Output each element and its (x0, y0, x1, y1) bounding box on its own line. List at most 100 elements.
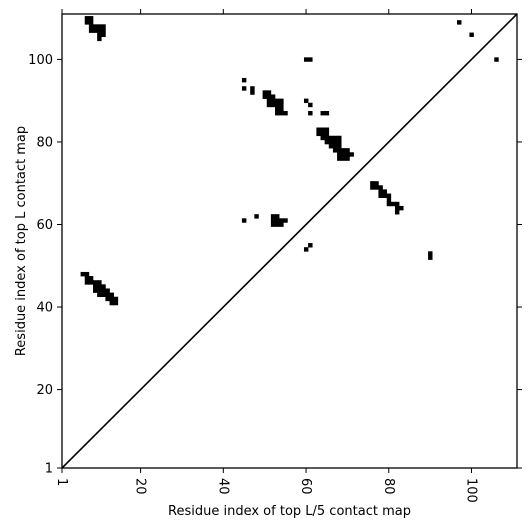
contact-cell (275, 102, 280, 108)
contact-cell (374, 181, 379, 186)
x-tick-label: 100 (464, 478, 479, 503)
contact-cell (394, 210, 400, 215)
contact-cell (345, 148, 350, 153)
contact-cell (386, 193, 392, 198)
contact-cell (386, 197, 392, 203)
contact-cell (370, 181, 375, 186)
contact-cell (316, 127, 321, 132)
contact-cell (428, 255, 433, 260)
contact-cell (275, 98, 280, 104)
contact-cell (84, 20, 90, 25)
contact-cell (109, 292, 115, 298)
contact-cell (303, 57, 309, 62)
contact-cell (279, 222, 284, 227)
contact-cell (97, 292, 102, 298)
contact-cell (275, 218, 280, 223)
contact-cell (337, 148, 342, 153)
contact-cell (394, 201, 400, 207)
contact-cell (84, 271, 90, 277)
contact-cell (93, 24, 98, 29)
x-tick-labels: 1 20 40 60 80 100 (54, 478, 479, 503)
contact-cell (101, 288, 106, 293)
contact-cell (316, 131, 321, 137)
contact-cell (382, 193, 388, 198)
contact-cell (266, 98, 272, 104)
y-tick-label: 80 (36, 135, 53, 150)
contact-cell (337, 144, 342, 149)
contact-cell (279, 102, 284, 108)
contact-cell (262, 90, 268, 95)
contact-cell (337, 152, 342, 157)
contact-cell (262, 94, 268, 99)
contact-cell (97, 24, 102, 29)
contact-cell (349, 152, 354, 157)
contact-cell (328, 135, 334, 141)
contact-cell (275, 222, 280, 227)
y-tick-label: 100 (28, 53, 53, 68)
contact-cell (241, 218, 247, 223)
contact-cell (332, 144, 338, 149)
contact-cell (84, 280, 90, 285)
contact-cell (324, 139, 330, 145)
contact-cell (105, 288, 110, 293)
contact-cell (113, 300, 119, 306)
contact-cell (332, 148, 338, 153)
x-tick-label: 20 (133, 478, 148, 495)
contact-cell (303, 98, 309, 104)
contact-cell (324, 127, 330, 132)
contact-cell (270, 218, 276, 223)
contact-cell (328, 144, 334, 149)
contact-cell (109, 296, 115, 302)
contact-cell (101, 32, 106, 37)
contact-cell (275, 106, 280, 112)
contact-cell (88, 20, 94, 25)
contact-cell (241, 86, 247, 91)
contact-cell (101, 24, 106, 29)
contact-cell (266, 90, 272, 95)
contact-cell (279, 218, 284, 223)
contact-cell (84, 276, 90, 281)
x-tick-label: 60 (298, 478, 313, 495)
contact-cell (93, 280, 98, 285)
contact-cell (308, 243, 313, 248)
contact-cell (254, 214, 259, 219)
y-tick-labels: 1 20 40 60 80 100 (28, 53, 53, 477)
contact-cell (97, 280, 102, 285)
diagonal-line (61, 13, 518, 469)
contact-cell (386, 201, 392, 207)
axis-ticks (57, 9, 522, 473)
contact-cell (93, 288, 98, 293)
contact-cell (308, 57, 313, 62)
contact-cell (324, 135, 330, 141)
contact-cell (266, 102, 272, 108)
contact-cell (320, 127, 325, 132)
x-tick-label: 1 (54, 478, 69, 486)
contact-cell (279, 110, 284, 116)
contact-cell (97, 28, 102, 33)
contact-cell (101, 292, 106, 298)
contact-cell (105, 296, 110, 302)
y-tick-label: 60 (36, 218, 53, 233)
contact-cell (345, 156, 350, 161)
contact-cell (308, 110, 313, 116)
contact-cell (332, 135, 338, 141)
contact-cell (275, 214, 280, 219)
contact-cell (101, 28, 106, 33)
contact-cell (341, 152, 346, 157)
contact-cell (241, 77, 247, 83)
contact-cell (303, 247, 309, 252)
contact-cell (270, 94, 276, 99)
contact-cell (332, 139, 338, 145)
contact-cell (270, 222, 276, 227)
contact-cell (378, 193, 383, 198)
contact-cell (370, 185, 375, 190)
contact-cell (320, 110, 325, 116)
contact-cell (270, 102, 276, 108)
contact-cell (283, 218, 288, 223)
contact-cell (88, 276, 94, 281)
contact-cell (337, 135, 342, 141)
x-axis-label: Residue index of top L/5 contact map (168, 504, 411, 519)
x-tick-label: 80 (381, 478, 396, 495)
contact-cell (378, 185, 383, 190)
contact-cells (80, 16, 499, 306)
